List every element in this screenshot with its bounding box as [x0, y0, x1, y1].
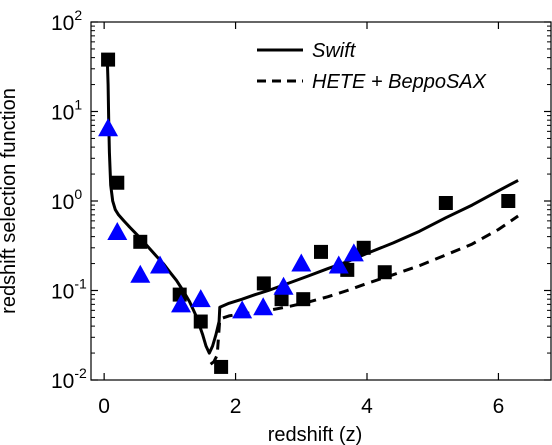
y-axis-label: redshift selection function	[0, 88, 20, 314]
hete-beppo-curve	[209, 214, 519, 366]
markers-layer	[98, 52, 516, 374]
x-tick-label: 6	[493, 395, 505, 418]
curves-layer	[105, 62, 519, 366]
square-marker	[133, 234, 148, 249]
triangle-marker	[343, 243, 364, 262]
square-marker	[438, 195, 453, 210]
x-tick-label: 0	[98, 395, 110, 418]
y-tick-label: 10-2	[51, 365, 87, 393]
square-marker	[110, 175, 125, 190]
square-marker	[256, 276, 271, 291]
square-marker	[101, 52, 116, 67]
x-axis-label: redshift (z)	[268, 424, 362, 445]
square-marker	[274, 292, 289, 307]
square-marker	[296, 292, 311, 307]
square-marker	[314, 244, 328, 259]
y-tick-label: 102	[51, 7, 82, 35]
triangle-marker	[107, 222, 128, 241]
legend-hete-label: HETE + BeppoSAX	[312, 71, 487, 93]
legend: Swift HETE + BeppoSAX	[257, 40, 487, 93]
triangle-marker	[232, 300, 253, 319]
triangle-marker	[150, 255, 170, 274]
y-tick-label: 100	[51, 186, 82, 214]
swift-curve	[105, 62, 519, 355]
triangle-marker	[98, 118, 119, 137]
square-marker	[193, 314, 208, 329]
square-marker	[356, 240, 371, 255]
ticks-layer	[91, 21, 551, 381]
triangle-marker	[171, 294, 192, 313]
triangle-marker	[328, 255, 349, 274]
triangle-marker	[253, 297, 274, 316]
square-marker	[501, 194, 516, 208]
square-marker	[172, 287, 187, 302]
triangle-marker	[190, 289, 211, 308]
y-tick-label: 101	[51, 97, 82, 125]
triangle-marker	[291, 253, 312, 272]
x-tick-label: 4	[361, 395, 373, 418]
legend-swift-label: Swift	[312, 40, 357, 62]
square-marker	[214, 359, 229, 374]
y-tick-label: 10-1	[51, 276, 87, 304]
tick-labels-layer: 0 2 4 6 10-2 10-1 100 101 102	[51, 7, 504, 418]
triangle-marker	[130, 264, 151, 283]
square-marker	[377, 265, 392, 280]
triangle-marker	[273, 276, 294, 295]
x-tick-label: 2	[230, 395, 242, 418]
